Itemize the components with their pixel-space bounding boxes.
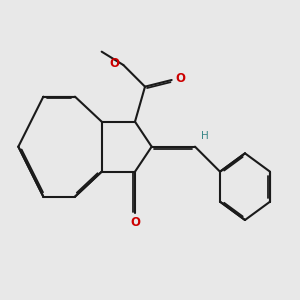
Text: O: O — [130, 216, 140, 229]
Text: O: O — [176, 72, 186, 85]
Text: O: O — [109, 57, 119, 70]
Text: H: H — [201, 131, 209, 141]
